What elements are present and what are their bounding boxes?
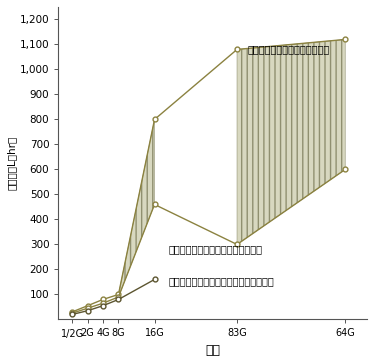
Text: 分散染料（アイメックス社実験値）: 分散染料（アイメックス社実験値） [168, 245, 262, 254]
Text: 酸化チタン系塗料（デュポン社の資料）: 酸化チタン系塗料（デュポン社の資料） [168, 276, 274, 286]
Polygon shape [237, 39, 345, 245]
Text: スケールアップの場合の比例値: スケールアップの場合の比例値 [248, 44, 330, 55]
Polygon shape [119, 119, 154, 297]
Y-axis label: 吐出量［L／hr］: 吐出量［L／hr］ [7, 136, 17, 190]
X-axis label: 型式: 型式 [205, 344, 220, 357]
